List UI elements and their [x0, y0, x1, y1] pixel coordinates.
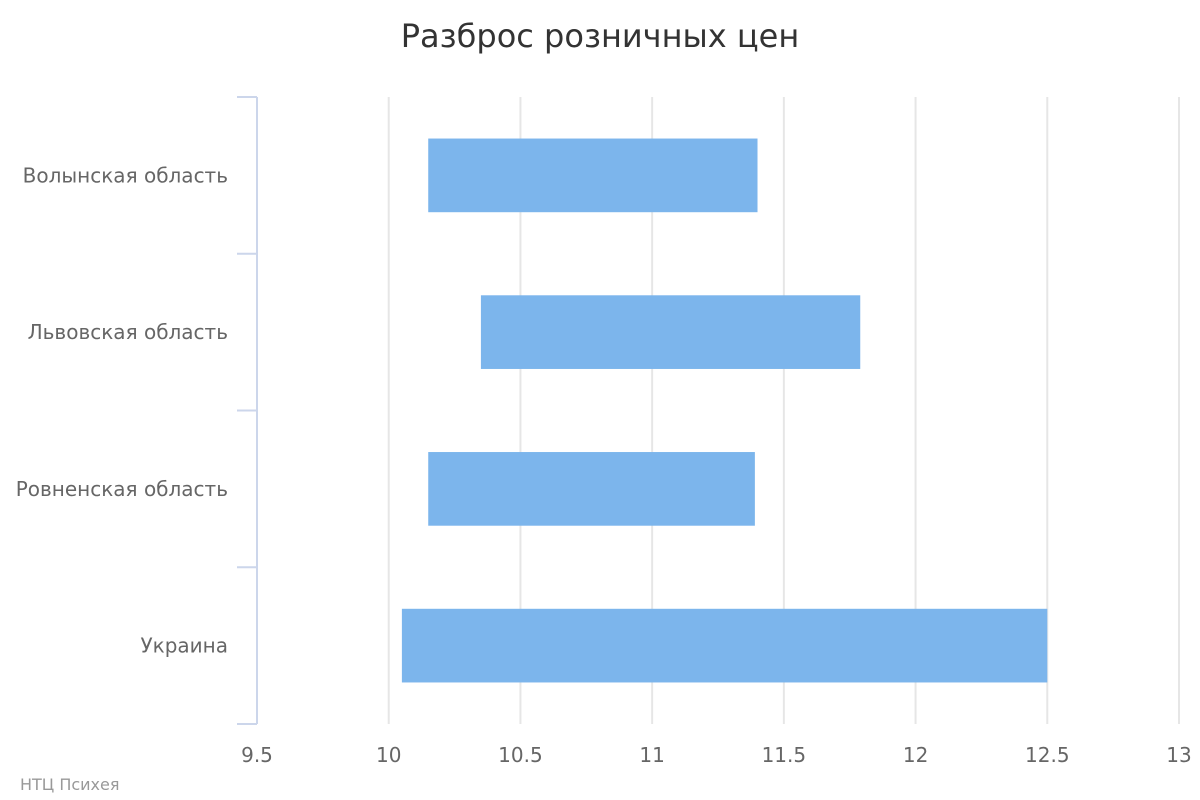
x-axis-tick-labels: 9.5 10 10.5 11 11.5 12 12.5 13 — [241, 743, 1192, 767]
bar-0 — [428, 138, 758, 213]
bars — [401, 138, 1048, 683]
category-labels: Волынская область Львовская область Ровнен… — [16, 163, 228, 657]
category-label-3: Украина — [140, 634, 228, 658]
x-tick-label-4: 11.5 — [762, 743, 807, 767]
category-label-1: Львовская область — [28, 320, 228, 344]
x-tick-label-2: 10.5 — [498, 743, 543, 767]
bar-3 — [401, 608, 1048, 683]
chart-title: Разброс розничных цен — [401, 17, 800, 55]
category-label-0: Волынская область — [23, 163, 228, 187]
x-tick-label-0: 9.5 — [241, 743, 273, 767]
category-label-2: Ровненская область — [16, 477, 228, 501]
category-axis — [237, 96, 258, 725]
x-tick-label-1: 10 — [376, 743, 401, 767]
x-tick-label-7: 13 — [1166, 743, 1191, 767]
x-tick-label-6: 12.5 — [1025, 743, 1070, 767]
bar-2 — [428, 452, 755, 526]
x-tick-label-3: 11 — [639, 743, 664, 767]
chart-credit: НТЦ Психея — [20, 775, 119, 794]
x-tick-label-5: 12 — [903, 743, 928, 767]
bar-1 — [480, 295, 861, 369]
